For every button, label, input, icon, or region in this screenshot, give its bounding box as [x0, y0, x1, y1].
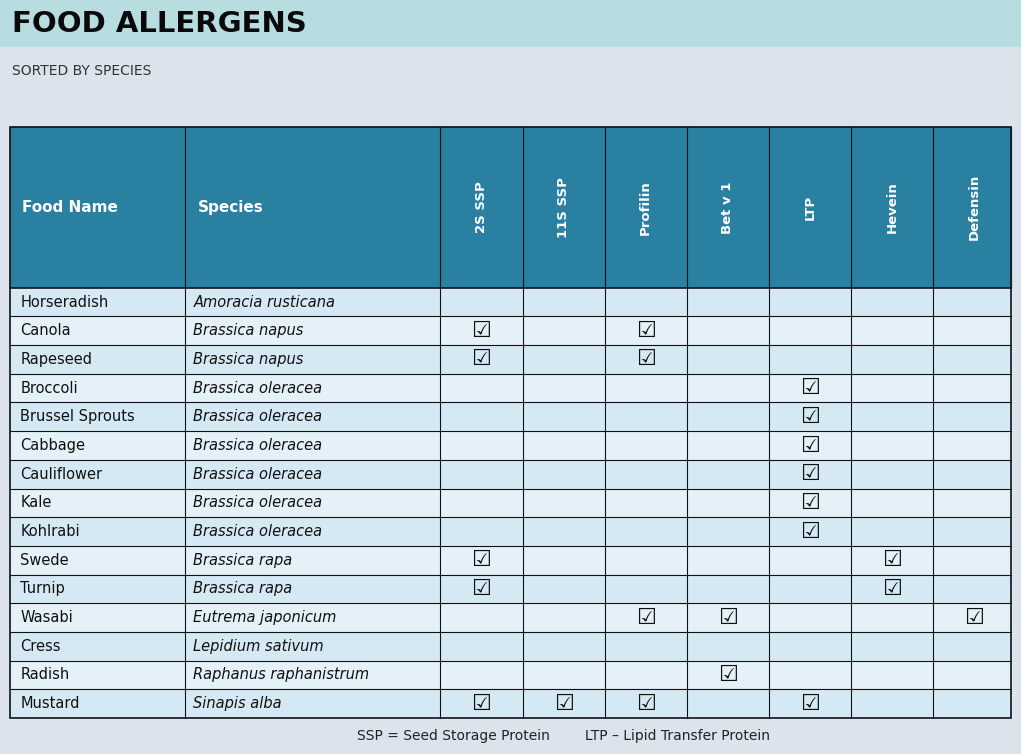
Text: Species: Species: [197, 200, 263, 215]
Text: Kohlrabi: Kohlrabi: [20, 524, 80, 539]
Text: SORTED BY SPECIES: SORTED BY SPECIES: [12, 64, 152, 78]
Text: Food Name: Food Name: [22, 200, 118, 215]
Text: Sinapis alba: Sinapis alba: [193, 696, 282, 711]
Bar: [10, 661, 1011, 689]
Text: Broccoli: Broccoli: [20, 381, 78, 396]
Text: ☑: ☑: [964, 608, 984, 627]
Bar: [10, 517, 1011, 546]
Text: ☑: ☑: [553, 694, 574, 713]
Bar: [10, 460, 1011, 489]
Bar: [10, 317, 1011, 345]
Text: ☑: ☑: [636, 608, 655, 627]
Text: Brassica rapa: Brassica rapa: [193, 553, 293, 568]
Text: Brussel Sprouts: Brussel Sprouts: [20, 409, 135, 425]
Text: Brassica oleracea: Brassica oleracea: [193, 381, 323, 396]
Bar: [10, 127, 1011, 718]
Text: Brassica oleracea: Brassica oleracea: [193, 524, 323, 539]
Text: ☑: ☑: [472, 579, 491, 599]
Text: Kale: Kale: [20, 495, 52, 510]
Bar: [10, 345, 1011, 374]
Text: Defensin: Defensin: [968, 174, 980, 241]
Text: Brassica rapa: Brassica rapa: [193, 581, 293, 596]
Bar: [0, 0, 1021, 47]
Text: Radish: Radish: [20, 667, 69, 682]
Text: Raphanus raphanistrum: Raphanus raphanistrum: [193, 667, 370, 682]
Bar: [10, 127, 1011, 288]
Text: ☑: ☑: [799, 378, 820, 398]
Text: LTP: LTP: [804, 195, 817, 220]
Text: ☑: ☑: [799, 522, 820, 541]
Bar: [10, 403, 1011, 431]
Text: Brassica napus: Brassica napus: [193, 352, 303, 367]
Text: 2S SSP: 2S SSP: [475, 182, 488, 233]
Bar: [10, 127, 1011, 718]
Text: ☑: ☑: [472, 349, 491, 369]
Text: ☑: ☑: [472, 550, 491, 570]
Bar: [10, 575, 1011, 603]
Text: ☑: ☑: [799, 407, 820, 427]
Text: Canola: Canola: [20, 323, 70, 339]
Text: Bet v 1: Bet v 1: [721, 181, 734, 234]
Text: ☑: ☑: [882, 579, 902, 599]
Text: Brassica oleracea: Brassica oleracea: [193, 467, 323, 482]
Bar: [10, 431, 1011, 460]
Text: Swede: Swede: [20, 553, 68, 568]
Text: ☑: ☑: [636, 694, 655, 713]
Text: Horseradish: Horseradish: [20, 295, 108, 310]
Text: Amoracia rusticana: Amoracia rusticana: [193, 295, 335, 310]
Bar: [10, 603, 1011, 632]
Text: Hevein: Hevein: [885, 182, 898, 233]
Text: FOOD ALLERGENS: FOOD ALLERGENS: [12, 10, 307, 38]
Bar: [10, 288, 1011, 317]
Text: 11S SSP: 11S SSP: [557, 177, 570, 238]
Text: ☑: ☑: [636, 320, 655, 341]
Bar: [10, 632, 1011, 661]
Text: ☑: ☑: [799, 493, 820, 513]
Text: ☑: ☑: [799, 694, 820, 713]
Text: Cabbage: Cabbage: [20, 438, 85, 453]
Text: ☑: ☑: [799, 464, 820, 484]
Text: Mustard: Mustard: [20, 696, 80, 711]
Text: Profilin: Profilin: [639, 180, 652, 234]
Text: ☑: ☑: [636, 349, 655, 369]
Text: Cress: Cress: [20, 639, 60, 654]
Bar: [10, 374, 1011, 403]
Text: Brassica oleracea: Brassica oleracea: [193, 409, 323, 425]
Text: ☑: ☑: [882, 550, 902, 570]
Text: Brassica oleracea: Brassica oleracea: [193, 438, 323, 453]
Text: ☑: ☑: [718, 608, 738, 627]
Text: SSP = Seed Storage Protein        LTP – Lipid Transfer Protein: SSP = Seed Storage Protein LTP – Lipid T…: [357, 729, 771, 743]
Text: Eutrema japonicum: Eutrema japonicum: [193, 610, 337, 625]
Text: Brassica napus: Brassica napus: [193, 323, 303, 339]
Text: ☑: ☑: [799, 436, 820, 455]
Text: Lepidium sativum: Lepidium sativum: [193, 639, 324, 654]
Text: Brassica oleracea: Brassica oleracea: [193, 495, 323, 510]
Text: Wasabi: Wasabi: [20, 610, 72, 625]
Text: Turnip: Turnip: [20, 581, 65, 596]
Bar: [10, 489, 1011, 517]
Text: ☑: ☑: [472, 694, 491, 713]
Text: Rapeseed: Rapeseed: [20, 352, 92, 367]
Text: Cauliflower: Cauliflower: [20, 467, 102, 482]
Text: ☑: ☑: [472, 320, 491, 341]
Bar: [10, 546, 1011, 575]
Text: ☑: ☑: [718, 665, 738, 685]
Bar: [10, 689, 1011, 718]
Bar: [0, 47, 1021, 95]
